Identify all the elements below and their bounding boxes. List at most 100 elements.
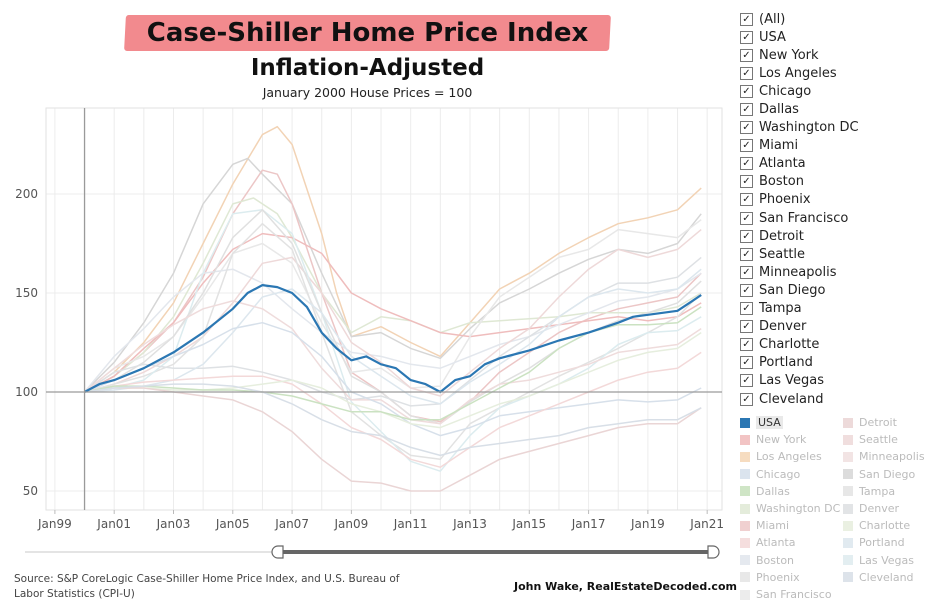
- filter-item-label: Detroit: [759, 228, 804, 244]
- filter-item-charlotte[interactable]: ✓ Charlotte: [740, 336, 930, 354]
- checkbox-checked[interactable]: ✓: [740, 356, 753, 370]
- legend-item-san-francisco[interactable]: San Francisco: [740, 586, 832, 603]
- checkbox-checked[interactable]: ✓: [740, 30, 753, 44]
- legend-item-charlotte[interactable]: Charlotte: [843, 517, 910, 534]
- legend-item-las-vegas[interactable]: Las Vegas: [843, 552, 914, 569]
- legend-item-dallas[interactable]: Dallas: [740, 483, 790, 500]
- series-line-denver[interactable]: [84, 256, 702, 407]
- legend-item-minneapolis[interactable]: Minneapolis: [843, 448, 925, 465]
- filter-item-cleveland[interactable]: ✓ Cleveland: [740, 390, 930, 408]
- checkbox-checked[interactable]: ✓: [740, 392, 753, 406]
- checkbox-checked[interactable]: ✓: [740, 211, 753, 225]
- series-line-portland[interactable]: [84, 268, 702, 405]
- filter-item-san-francisco[interactable]: ✓ San Francisco: [740, 209, 930, 227]
- legend-item-seattle[interactable]: Seattle: [843, 431, 898, 448]
- axis-layer: 50 100 150 200 Jan99 Jan01 Jan03 Jan05 Jan07 Jan0…: [15, 108, 724, 531]
- filter-item-atlanta[interactable]: ✓ Atlanta: [740, 155, 930, 173]
- legend-swatch: [843, 555, 853, 566]
- checkbox-checked[interactable]: ✓: [740, 157, 753, 171]
- y-tick-label: 200: [15, 187, 38, 201]
- checkbox-checked[interactable]: ✓: [740, 175, 753, 189]
- series-line-san-francisco[interactable]: [84, 219, 702, 393]
- series-line-las-vegas[interactable]: [84, 209, 702, 472]
- legend-swatch: [740, 520, 750, 531]
- series-line-new-york[interactable]: [84, 232, 702, 393]
- legend-label: Portland: [859, 536, 905, 550]
- checkbox-checked[interactable]: ✓: [740, 103, 753, 117]
- y-tick-label: 150: [15, 286, 38, 300]
- legend-item-washington-dc[interactable]: Washington DC: [740, 500, 840, 517]
- legend-label: Las Vegas: [859, 553, 914, 567]
- legend-item-atlanta[interactable]: Atlanta: [740, 534, 795, 551]
- legend-item-portland[interactable]: Portland: [843, 534, 905, 551]
- checkbox-checked[interactable]: ✓: [740, 265, 753, 279]
- slider-end-handle[interactable]: [707, 545, 720, 559]
- filter-item-chicago[interactable]: ✓ Chicago: [740, 82, 930, 100]
- filter-item-minneapolis[interactable]: ✓ Minneapolis: [740, 263, 930, 281]
- checkbox-checked[interactable]: ✓: [740, 229, 753, 243]
- legend-item-tampa[interactable]: Tampa: [843, 483, 895, 500]
- filter-item-miami[interactable]: ✓ Miami: [740, 137, 930, 155]
- chart-title: Case-Shiller Home Price Index: [146, 18, 589, 48]
- filter-item-tampa[interactable]: ✓ Tampa: [740, 300, 930, 318]
- checkbox-checked[interactable]: ✓: [740, 247, 753, 261]
- checkbox-checked[interactable]: ✓: [740, 320, 753, 334]
- series-line-usa[interactable]: [83, 284, 702, 394]
- filter-item-all[interactable]: ✓ (All): [740, 10, 930, 28]
- legend-item-phoenix[interactable]: Phoenix: [740, 569, 800, 586]
- checkbox-checked[interactable]: ✓: [740, 66, 753, 80]
- series-line-phoenix[interactable]: [84, 222, 702, 461]
- legend-item-denver[interactable]: Denver: [843, 500, 899, 517]
- checkbox-checked[interactable]: ✓: [740, 121, 753, 135]
- legend-swatch: [740, 486, 750, 497]
- filter-item-detroit[interactable]: ✓ Detroit: [740, 227, 930, 245]
- legend-item-usa[interactable]: USA: [740, 414, 783, 431]
- x-tick-label: Jan13: [452, 517, 487, 531]
- checkbox-checked[interactable]: ✓: [740, 302, 753, 316]
- filter-item-usa[interactable]: ✓ USA: [740, 28, 930, 46]
- filter-item-phoenix[interactable]: ✓ Phoenix: [740, 191, 930, 209]
- series-line-detroit[interactable]: [84, 387, 702, 492]
- filter-item-new-york[interactable]: ✓ New York: [740, 46, 930, 64]
- legend-item-los-angeles[interactable]: Los Angeles: [740, 448, 822, 465]
- legend-item-new-york[interactable]: New York: [740, 431, 806, 448]
- filter-item-dallas[interactable]: ✓ Dallas: [740, 100, 930, 118]
- series-line-seattle[interactable]: [84, 229, 702, 397]
- legend-swatch: [843, 503, 853, 514]
- legend-item-miami[interactable]: Miami: [740, 517, 789, 534]
- filter-item-label: San Francisco: [759, 210, 849, 226]
- checkbox-checked[interactable]: ✓: [740, 338, 753, 352]
- checkbox-checked[interactable]: ✓: [740, 283, 753, 297]
- series-line-minneapolis[interactable]: [84, 300, 702, 425]
- checkbox-checked[interactable]: ✓: [740, 139, 753, 153]
- filter-item-portland[interactable]: ✓ Portland: [740, 354, 930, 372]
- filter-item-washington-dc[interactable]: ✓ Washington DC: [740, 119, 930, 137]
- checkbox-checked[interactable]: ✓: [740, 84, 753, 98]
- checkbox-checked[interactable]: ✓: [740, 374, 753, 388]
- series-line-charlotte[interactable]: [84, 331, 702, 429]
- legend-item-boston[interactable]: Boston: [740, 552, 794, 569]
- city-filter-list: ✓ (All) ✓ USA ✓ New York ✓ Los Angeles ✓ Chicago ✓…: [740, 10, 930, 408]
- filter-item-los-angeles[interactable]: ✓ Los Angeles: [740, 64, 930, 82]
- legend-item-san-diego[interactable]: San Diego: [843, 466, 915, 483]
- checkbox-checked[interactable]: ✓: [740, 12, 753, 26]
- checkbox-checked[interactable]: ✓: [740, 193, 753, 207]
- filter-item-seattle[interactable]: ✓ Seattle: [740, 245, 930, 263]
- legend-item-detroit[interactable]: Detroit: [843, 414, 897, 431]
- filter-item-denver[interactable]: ✓ Denver: [740, 318, 930, 336]
- series-line-chicago[interactable]: [84, 321, 702, 437]
- legend-item-cleveland[interactable]: Cleveland: [843, 569, 914, 586]
- slider-track-inactive: [25, 551, 283, 553]
- filter-item-las-vegas[interactable]: ✓ Las Vegas: [740, 372, 930, 390]
- checkbox-checked[interactable]: ✓: [740, 48, 753, 62]
- legend-item-chicago[interactable]: Chicago: [740, 466, 800, 483]
- slider-start-handle[interactable]: [271, 545, 284, 559]
- series-line-cleveland[interactable]: [84, 383, 702, 457]
- filter-item-boston[interactable]: ✓ Boston: [740, 173, 930, 191]
- filter-item-san-diego[interactable]: ✓ San Diego: [740, 281, 930, 299]
- series-line-los-angeles[interactable]: [84, 125, 702, 393]
- series-line-san-diego[interactable]: [83, 157, 702, 393]
- date-range-slider[interactable]: [25, 545, 720, 559]
- series-line-boston[interactable]: [83, 268, 702, 393]
- series-line-atlanta[interactable]: [84, 351, 702, 468]
